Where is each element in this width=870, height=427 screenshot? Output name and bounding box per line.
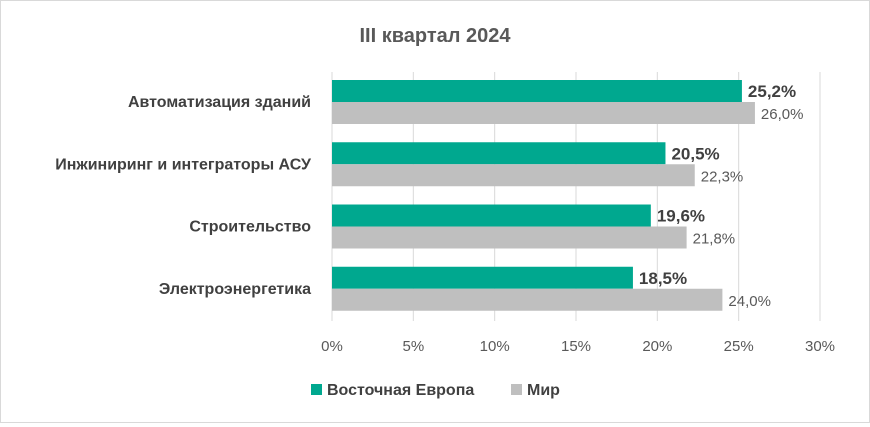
- chart-title: III квартал 2024: [359, 25, 511, 47]
- bar-world: [332, 226, 687, 249]
- bar-world: [332, 102, 755, 124]
- category-label: Инжиниринг и интеграторы АСУ: [55, 156, 312, 173]
- value-label-eastern-europe: 25,2%: [748, 82, 796, 101]
- bar-eastern-europe: [332, 142, 666, 165]
- x-tick-label: 0%: [321, 338, 343, 355]
- legend-label-eastern-europe: Восточная Европа: [327, 382, 474, 399]
- value-label-world: 21,8%: [693, 231, 736, 248]
- value-labels: 25,2% 26,0% 20,5% 22,3% 19,6% 21,8% 18,5% 24,0%: [639, 82, 804, 310]
- bar-world: [332, 164, 695, 187]
- value-label-world: 22,3%: [701, 168, 744, 185]
- value-label-eastern-europe: 20,5%: [671, 144, 719, 163]
- bar-eastern-europe: [332, 266, 633, 289]
- category-label: Электроэнергетика: [159, 281, 311, 298]
- category-label: Строительство: [189, 219, 311, 236]
- legend: Восточная Европа Мир: [311, 382, 560, 399]
- x-tick-label: 25%: [724, 338, 754, 355]
- bar-eastern-europe: [332, 80, 742, 102]
- category-labels: Автоматизация зданий Инжиниринг и интегра…: [55, 94, 312, 298]
- legend-swatch-world: [511, 384, 522, 395]
- category-label: Автоматизация зданий: [128, 94, 311, 111]
- bar-eastern-europe: [332, 204, 651, 227]
- value-label-eastern-europe: 19,6%: [657, 207, 705, 226]
- value-label-world: 26,0%: [761, 106, 804, 123]
- x-tick-label: 20%: [642, 338, 672, 355]
- x-tick-label: 30%: [805, 338, 835, 355]
- value-label-eastern-europe: 18,5%: [639, 269, 687, 288]
- value-label-world: 24,0%: [728, 293, 771, 310]
- legend-label-world: Мир: [527, 382, 560, 399]
- legend-swatch-eastern-europe: [311, 384, 322, 395]
- x-tick-label: 15%: [561, 338, 591, 355]
- x-tick-label: 5%: [402, 338, 424, 355]
- x-axis-tick-labels: 0% 5% 10% 15% 20% 25% 30%: [321, 338, 835, 355]
- x-tick-label: 10%: [480, 338, 510, 355]
- bars-group: [332, 80, 755, 311]
- bar-world: [332, 288, 723, 311]
